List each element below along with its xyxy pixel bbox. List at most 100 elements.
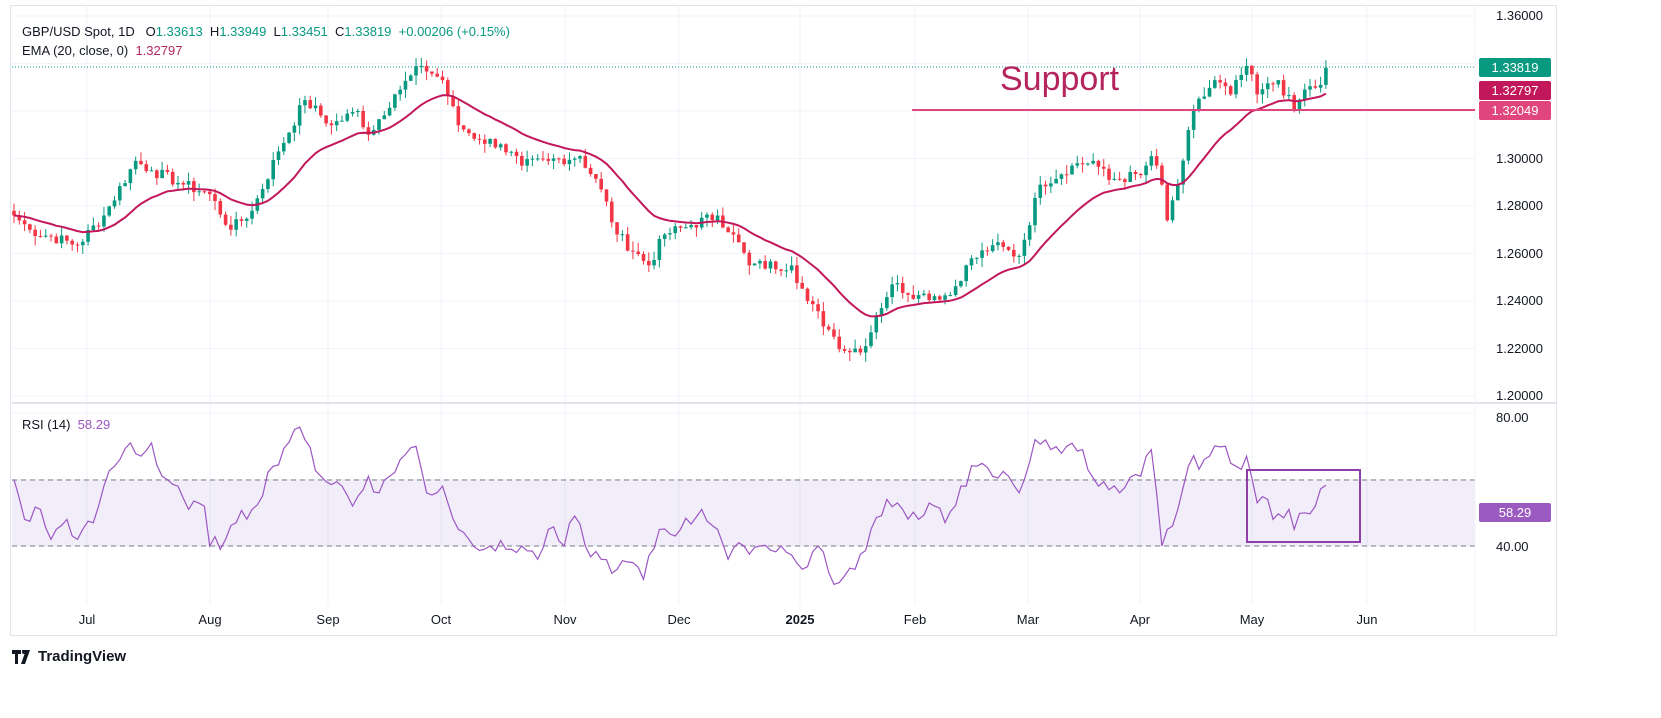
candle bbox=[1128, 165, 1132, 183]
candle-body bbox=[985, 250, 990, 252]
candle bbox=[662, 232, 667, 247]
candle bbox=[636, 242, 641, 257]
ema-legend[interactable]: EMA (20, close, 0) 1.32797 bbox=[22, 43, 182, 58]
candle-body bbox=[620, 234, 625, 236]
candle-body bbox=[885, 297, 889, 309]
candle bbox=[996, 233, 1000, 251]
candle-body bbox=[990, 245, 995, 252]
chart-frame bbox=[10, 5, 1557, 636]
candle-body bbox=[59, 235, 64, 244]
symbol-label[interactable]: GBP/USD Spot, 1D bbox=[22, 24, 135, 39]
candle-body bbox=[1318, 84, 1323, 88]
candle bbox=[551, 154, 556, 170]
candle bbox=[1059, 173, 1064, 185]
candle bbox=[768, 259, 773, 274]
candle bbox=[1001, 239, 1006, 252]
candle-body bbox=[493, 138, 498, 148]
candle bbox=[276, 146, 281, 166]
rsi-legend[interactable]: RSI (14) 58.29 bbox=[22, 417, 110, 432]
ema-line bbox=[13, 92, 1327, 318]
candle bbox=[853, 339, 857, 353]
candle-body bbox=[514, 151, 519, 157]
candle-body bbox=[419, 65, 424, 67]
candle bbox=[49, 233, 53, 242]
candle-body bbox=[604, 189, 609, 202]
ema-label: EMA (20, close, 0) bbox=[22, 43, 129, 58]
candle-body bbox=[832, 329, 836, 337]
candle bbox=[414, 58, 418, 85]
candle-body bbox=[1223, 82, 1228, 87]
candle-body bbox=[1027, 225, 1032, 240]
candle bbox=[1176, 179, 1180, 201]
candle-body bbox=[541, 158, 545, 160]
candle-body bbox=[1308, 86, 1312, 90]
candle-body bbox=[588, 167, 593, 175]
time-label: Nov bbox=[553, 612, 577, 627]
candle-body bbox=[927, 293, 931, 300]
candle-body bbox=[477, 138, 482, 140]
support-annotation: Support bbox=[1000, 60, 1120, 98]
candle-body bbox=[551, 158, 556, 161]
candle-body bbox=[980, 250, 984, 258]
candle bbox=[731, 225, 736, 243]
candle bbox=[28, 223, 32, 234]
candle bbox=[451, 90, 455, 108]
tradingview-logo[interactable]: TradingView bbox=[12, 648, 126, 665]
candle-body bbox=[837, 336, 842, 350]
candle bbox=[1144, 161, 1148, 184]
candle bbox=[38, 229, 43, 238]
candle-body bbox=[1096, 160, 1101, 167]
candle bbox=[324, 115, 328, 127]
candle-body bbox=[387, 107, 392, 116]
candle-body bbox=[80, 241, 85, 246]
candle-body bbox=[408, 75, 413, 81]
candle bbox=[842, 345, 847, 354]
candle bbox=[1038, 176, 1043, 205]
candle-body bbox=[615, 222, 619, 235]
candle bbox=[112, 195, 117, 209]
candle bbox=[736, 228, 741, 243]
candle-body bbox=[1287, 95, 1291, 97]
close-label: C bbox=[335, 24, 345, 39]
candle-body bbox=[657, 238, 662, 260]
candle bbox=[641, 251, 646, 265]
candle bbox=[102, 207, 106, 232]
candle-body bbox=[1149, 156, 1154, 166]
candle-body bbox=[213, 194, 217, 201]
candle-body bbox=[414, 66, 418, 76]
candle-body bbox=[128, 169, 133, 184]
candle bbox=[832, 323, 836, 340]
candle bbox=[937, 294, 942, 302]
candle bbox=[1170, 196, 1175, 223]
candle-body bbox=[1202, 96, 1207, 99]
candle-body bbox=[1075, 163, 1080, 166]
candle-body bbox=[805, 288, 810, 301]
candle-body bbox=[112, 200, 117, 207]
candle-body bbox=[631, 250, 635, 252]
time-label: Jul bbox=[78, 612, 96, 627]
candle bbox=[1318, 76, 1323, 93]
candle bbox=[1070, 163, 1074, 175]
candle-body bbox=[1302, 89, 1307, 100]
candle bbox=[139, 152, 143, 166]
candle-body bbox=[1054, 178, 1058, 184]
candle-body bbox=[562, 158, 566, 165]
candle-body bbox=[91, 225, 96, 230]
close-price-tag: 1.33819 bbox=[1479, 58, 1551, 77]
candle bbox=[1186, 126, 1191, 165]
candle bbox=[281, 137, 286, 156]
candle-body bbox=[1213, 80, 1217, 88]
candle bbox=[488, 138, 492, 148]
candle-body bbox=[181, 182, 186, 185]
candle bbox=[1207, 80, 1212, 98]
candle-body bbox=[1265, 83, 1270, 90]
candle-body bbox=[345, 113, 350, 121]
rsi-value: 58.29 bbox=[77, 417, 111, 432]
candle-body bbox=[1128, 171, 1132, 183]
candle-body bbox=[1276, 80, 1281, 85]
candle bbox=[1213, 76, 1217, 89]
candle bbox=[393, 93, 397, 111]
candle bbox=[340, 115, 344, 122]
candle-body bbox=[1012, 249, 1016, 257]
